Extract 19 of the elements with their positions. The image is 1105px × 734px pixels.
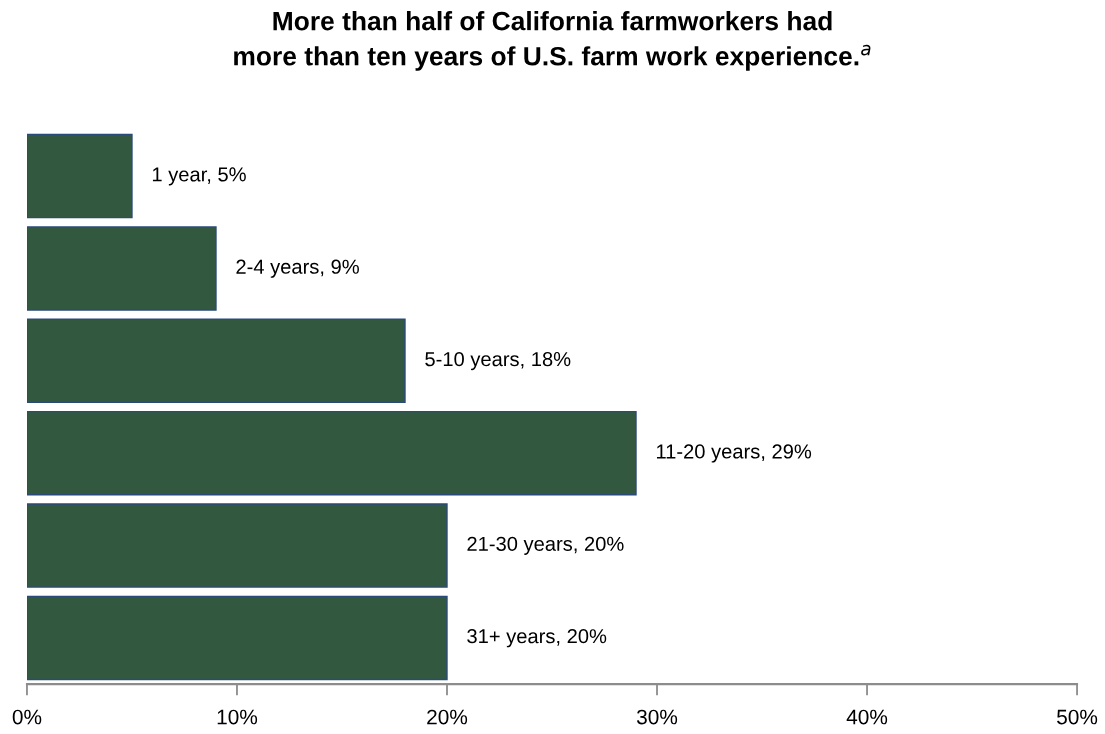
data-label: 2-4 years, 9%: [236, 259, 359, 278]
bar: [26, 226, 217, 311]
x-tick-label: 30%: [636, 709, 678, 725]
bar: [26, 503, 448, 588]
x-tick-label: 40%: [846, 709, 888, 725]
x-tick-label: 0%: [12, 709, 42, 725]
data-label: 5-10 years, 18%: [425, 351, 571, 371]
x-tick-label: 20%: [427, 709, 468, 725]
data-label: 31+ years, 20%: [467, 629, 607, 648]
bar: [26, 595, 448, 681]
bar: [26, 318, 406, 404]
data-label: 21-30 years, 20%: [467, 536, 624, 555]
x-tick-label: 10%: [217, 709, 258, 725]
data-label: 1 year, 5%: [152, 167, 246, 186]
chart-title: More than half of California farmworkers had more than ten years of U.S. farm work experience.$^{a}$: [234, 11, 871, 71]
data-label: 11-20 years, 29%: [656, 444, 812, 463]
bar: [26, 410, 637, 496]
x-tick-label: 50%: [1057, 709, 1098, 725]
bar: [26, 133, 133, 219]
